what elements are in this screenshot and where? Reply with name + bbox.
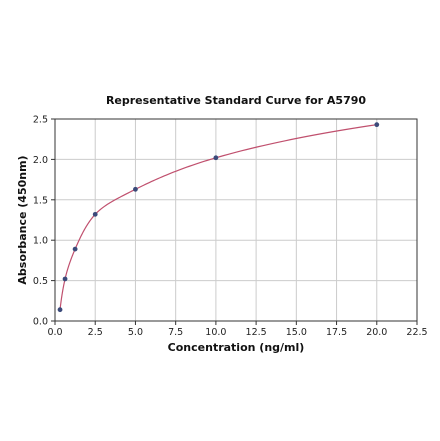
y-tick-label: 2.0 [33, 155, 48, 166]
x-tick-label: 15.0 [286, 327, 307, 338]
fit-curve [60, 125, 377, 310]
y-tick-label: 0.5 [33, 276, 48, 287]
plot-frame [55, 119, 417, 321]
data-point [374, 122, 379, 127]
x-axis-label: Concentration (ng/ml) [168, 341, 305, 354]
x-tick-label: 0.0 [47, 327, 62, 338]
axes-layer: 0.0 2.5 5.0 7.5 10.0 12.5 15.0 17.5 20.0 22.5 0.0 0… [33, 115, 428, 339]
y-axis-label: Absorbance (450nm) [16, 155, 29, 284]
y-tick-label: 2.5 [33, 115, 48, 126]
y-tick-label: 0.0 [33, 317, 48, 328]
x-tick-label: 20.0 [366, 327, 387, 338]
x-tick-label: 5.0 [128, 327, 143, 338]
data-point [133, 187, 138, 192]
y-tick-label: 1.5 [33, 195, 48, 206]
x-tick-label: 7.5 [168, 327, 183, 338]
x-tick-label: 2.5 [88, 327, 103, 338]
grid-layer [55, 119, 417, 321]
data-point [93, 212, 98, 217]
chart-title: Representative Standard Curve for A5790 [106, 94, 366, 107]
points-layer [58, 122, 380, 312]
x-tick-label: 22.5 [406, 327, 427, 338]
data-point [58, 307, 63, 312]
x-tick-label: 17.5 [326, 327, 347, 338]
x-tick-label: 10.0 [205, 327, 226, 338]
data-point [213, 155, 218, 160]
x-tick-label: 12.5 [246, 327, 267, 338]
data-point [63, 277, 68, 282]
curve-layer [60, 125, 377, 310]
y-tick-label: 1.0 [33, 236, 48, 247]
data-point [73, 247, 78, 252]
